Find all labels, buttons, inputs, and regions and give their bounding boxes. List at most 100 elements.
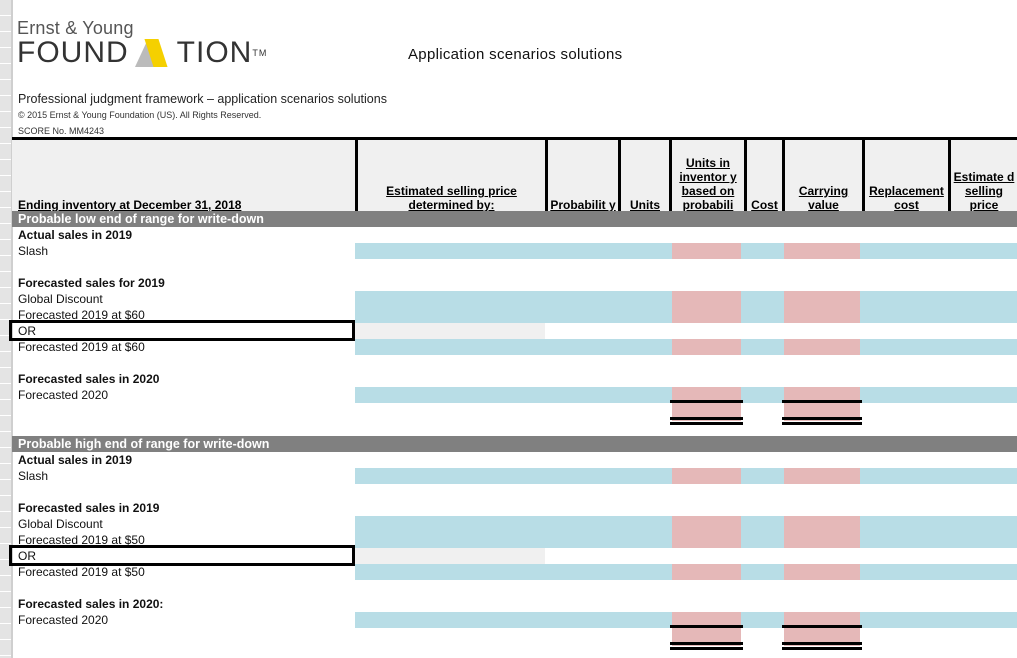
calculated-cell (672, 612, 741, 628)
table-row: Forecasted 2019 at $60 (12, 307, 1017, 323)
column-header-label: Estimated selling price determined by: (386, 184, 517, 212)
table-row (12, 400, 1017, 425)
table-row: Forecasted 2019 at $60 (12, 339, 1017, 355)
section-title: Probable low end of range for write-down (18, 212, 264, 226)
or-cell (355, 323, 545, 339)
row-label: Forecasted 2019 at $50 (18, 533, 145, 547)
column-header-label: Probabilit y (550, 198, 616, 212)
row-label: OR (18, 324, 36, 338)
total-underline (782, 422, 862, 425)
column-header-5: Carrying value (782, 140, 862, 212)
table-row: Actual sales in 2019 (12, 452, 1017, 468)
column-header-7: Estimate d selling price (948, 140, 1017, 212)
total-cell (672, 628, 741, 646)
row-label: Global Discount (18, 292, 103, 306)
row-label: Forecasted sales in 2020 (18, 372, 160, 386)
calculated-cell (784, 612, 860, 628)
calculated-cell (784, 468, 860, 484)
column-header-label: Replacement cost (869, 184, 944, 212)
table-row: OR (9, 545, 1017, 566)
table-row (12, 355, 1017, 371)
table-row: Global Discount (12, 291, 1017, 307)
table-row: OR (9, 320, 1017, 341)
table-row: Forecasted 2020 (12, 387, 1017, 403)
row-label: OR (18, 549, 36, 563)
calculated-cell (784, 339, 860, 355)
calculated-cell (784, 243, 860, 259)
row-label: Forecasted sales in 2019 (18, 501, 160, 515)
calculated-cell (672, 468, 741, 484)
calculated-cell (672, 387, 741, 403)
table-row: Slash (12, 243, 1017, 259)
row-label: Forecasted 2019 at $60 (18, 340, 145, 354)
table-row: Forecasted sales in 2020: (12, 596, 1017, 612)
section-header: Probable high end of range for write-dow… (12, 436, 1017, 452)
calculated-cell (784, 291, 860, 307)
column-header-label: Carrying value (798, 184, 849, 212)
column-header-label: Units (630, 198, 660, 212)
table-row: Forecasted sales in 2019 (12, 500, 1017, 516)
total-underline (670, 417, 743, 420)
table-row: Forecasted 2020 (12, 612, 1017, 628)
ey-foundation-logo: Ernst & Young FOUND TION TM (17, 18, 268, 69)
row-gutter (0, 0, 13, 658)
calculated-cell (672, 516, 741, 532)
or-box (9, 545, 355, 566)
table-row (12, 580, 1017, 596)
table-row: Slash (12, 468, 1017, 484)
total-underline (782, 417, 862, 420)
table-row: Forecasted 2019 at $50 (12, 532, 1017, 548)
row-label: Forecasted 2020 (18, 388, 109, 402)
column-header-0: Estimated selling price determined by: (355, 140, 545, 212)
calculated-cell (784, 387, 860, 403)
section-title: Probable high end of range for write-dow… (18, 437, 270, 451)
calculated-cell (784, 516, 860, 532)
table-row (12, 484, 1017, 500)
subtitle: Professional judgment framework – applic… (18, 92, 387, 106)
total-underline (782, 647, 862, 650)
row-label: Actual sales in 2019 (18, 453, 133, 467)
total-cell (784, 628, 860, 646)
table-row (12, 625, 1017, 650)
row-label: Forecasted sales in 2020: (18, 597, 164, 611)
total-underline (782, 625, 862, 628)
header-ending-inventory: Ending inventory at December 31, 2018 (18, 198, 242, 212)
column-header-1: Probabilit y (545, 140, 618, 212)
row-label: Actual sales in 2019 (18, 228, 133, 242)
row-label: Forecasted 2020 (18, 613, 109, 627)
copyright: © 2015 Ernst & Young Foundation (US). Al… (18, 110, 262, 120)
column-header-2: Units (618, 140, 669, 212)
table-row: Global Discount (12, 516, 1017, 532)
page-title: Application scenarios solutions (408, 46, 623, 63)
logo-line1: Ernst & Young (17, 18, 134, 38)
total-underline (670, 422, 743, 425)
table-row: Forecasted 2019 at $50 (12, 564, 1017, 580)
logo-tm: TM (252, 48, 268, 58)
logo-tion: TION (176, 36, 253, 69)
table-header: Ending inventory at December 31, 2018 Es… (12, 137, 1017, 215)
calculated-cell (672, 532, 741, 548)
logo-found: FOUND (17, 36, 129, 69)
row-label: Slash (18, 469, 49, 483)
total-underline (670, 400, 743, 403)
or-box (9, 320, 355, 341)
table-row (12, 419, 1017, 435)
or-cell (355, 548, 545, 564)
calculated-cell (672, 243, 741, 259)
total-cell (672, 403, 741, 421)
total-underline (782, 400, 862, 403)
column-header-4: Cost (744, 140, 782, 212)
column-header-3: Units in inventor y based on probabili (669, 140, 744, 212)
logo-a-icon (131, 39, 175, 67)
row-label: Global Discount (18, 517, 103, 531)
row-label: Forecasted sales for 2019 (18, 276, 165, 290)
total-underline (670, 647, 743, 650)
calculated-cell (672, 339, 741, 355)
calculated-cell (672, 564, 741, 580)
calculated-cell (672, 307, 741, 323)
column-header-label: Units in inventor y based on probabili (679, 156, 737, 212)
column-header-6: Replacement cost (862, 140, 948, 212)
calculated-cell (784, 564, 860, 580)
column-header-label: Cost (751, 198, 778, 212)
table-row: Forecasted sales for 2019 (12, 275, 1017, 291)
